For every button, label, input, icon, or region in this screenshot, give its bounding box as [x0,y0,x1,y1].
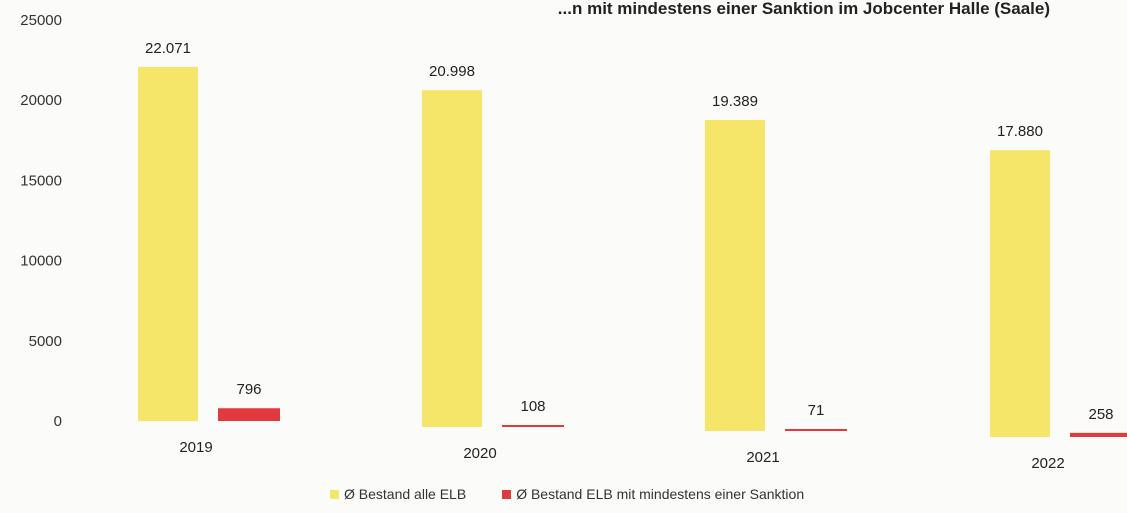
legend: Ø Bestand alle ELB Ø Bestand ELB mit min… [330,486,840,502]
bar-elb-2021 [705,120,765,432]
y-tick-label: 10000 [20,253,62,270]
data-label-sanktion-2019: 796 [236,381,261,398]
chart-title: ...n mit mindestens einer Sanktion im Jo… [558,0,1050,18]
x-category-label-2019: 2019 [179,439,212,456]
y-tick-label: 20000 [20,92,62,109]
legend-label-series-2: Ø Bestand ELB mit mindestens einer Sankt… [516,486,805,502]
legend-label-series-1: Ø Bestand alle ELB [344,486,467,502]
bar-sanktion-2021 [785,429,847,431]
bar-sanktion-2020 [502,425,564,427]
bar-elb-2019 [138,66,198,421]
bar-sanktion-2022 [1070,432,1127,437]
y-tick-label: 0 [54,413,62,430]
x-category-label-2022: 2022 [1031,455,1064,472]
y-tick-label: 25000 [20,12,62,29]
x-category-label-2021: 2021 [746,449,779,466]
bar-elb-2020 [422,90,482,427]
legend-swatch-yellow [330,489,339,499]
bar-sanktion-2019 [218,408,280,421]
y-tick-label: 15000 [20,172,62,189]
data-label-sanktion-2020: 108 [520,398,545,415]
data-label-sanktion-2021: 71 [808,402,825,419]
data-label-sanktion-2022: 258 [1088,406,1113,423]
data-label-elb-2022: 17.880 [997,123,1043,140]
legend-swatch-red [502,489,512,499]
data-label-elb-2019: 22.071 [145,40,191,57]
data-label-elb-2020: 20.998 [429,63,475,80]
legend-item-series-1: Ø Bestand alle ELB [330,486,466,502]
data-label-elb-2021: 19.389 [712,93,758,110]
legend-item-series-2: Ø Bestand ELB mit mindestens einer Sankt… [502,486,804,502]
x-category-label-2020: 2020 [463,445,496,462]
bar-elb-2022 [990,150,1050,437]
y-tick-label: 5000 [29,333,62,350]
